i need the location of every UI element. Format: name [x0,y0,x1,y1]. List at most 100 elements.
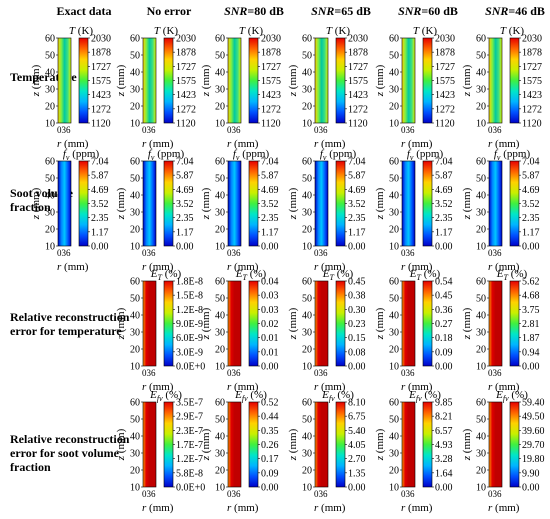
colorbar-tick-label: 0.00 [522,483,540,494]
z-tick-label: 10 [130,362,140,373]
colorbar-tick-label: 0.01 [261,347,279,358]
z-tick-label: 30 [130,85,140,96]
column-header: SNR=60 dB [398,4,458,18]
z-tick-label: 20 [215,225,225,236]
colorbar-tick-label: 1120 [261,119,281,130]
z-axis-label: z (mm) [115,64,127,97]
colorbar-tick-label: 0.45 [435,291,453,302]
z-tick-label: 20 [215,102,225,113]
colorbar-tick-label: 4.05 [348,440,366,451]
r-tick-labels: 036 [314,489,328,499]
colorbar-tick-label: 1.17 [435,227,453,238]
z-tick-label: 40 [215,68,225,79]
panel: ET (%) z (mm) r (mm) [461,268,528,393]
z-tick-label: 30 [130,208,140,219]
z-tick-label: 20 [45,102,55,113]
panel: fv (ppm) z (mm) r (mm) [374,148,443,273]
colorbar-tick-label: 3.52 [176,199,194,210]
z-tick-label: 50 [389,294,399,305]
r-tick-labels: 036 [227,125,241,135]
panel: fv (ppm) z (mm) r (mm) [200,148,269,273]
z-tick-label: 60 [389,34,399,45]
z-axis-label: z (mm) [200,64,212,97]
z-tick-label: 20 [476,466,486,477]
z-tick-label: 60 [302,34,312,45]
colorbar-tick-label: 7.04 [348,157,366,168]
colorbar-tick-label: 4.69 [261,185,279,196]
colorbar-tick-label: 2030 [176,34,196,45]
r-tick-labels: 036 [488,368,502,378]
z-tick-label: 10 [130,119,140,130]
z-tick-label: 40 [302,68,312,79]
field-map [57,160,72,247]
z-axis-label: z (mm) [461,64,473,97]
r-tick-labels: 036 [57,125,71,135]
colorbar-tick-label: 1.17 [91,227,109,238]
colorbar-tick-label: 1272 [522,104,542,115]
colorbar-tick-label: 1878 [522,48,542,59]
z-tick-label: 30 [45,208,55,219]
colorbar-tick-label: 9.90 [522,468,540,479]
z-tick-label: 30 [476,85,486,96]
panel: Efv (%) z (mm) r (mm) [374,389,441,514]
colorbar-tick-label: 1423 [522,90,542,101]
colorbar-tick-label: 1.7E-7 [176,440,203,451]
z-tick-label: 50 [215,294,225,305]
colorbar-tick-label: 1575 [261,76,281,87]
colorbar-tick-label: 0.00 [261,362,279,373]
z-tick-label: 20 [476,345,486,356]
colorbar [422,401,433,488]
colorbar-tick-label: 1878 [91,48,111,59]
colorbar-tick-label: 5.8E-8 [176,468,203,479]
z-tick-label: 60 [389,398,399,409]
z-tick-label: 20 [130,345,140,356]
z-tick-label: 60 [389,277,399,288]
colorbar-tick-label: 0.03 [261,305,279,316]
r-tick-labels: 036 [142,248,156,258]
r-tick-labels: 036 [314,248,328,258]
z-tick-label: 40 [476,191,486,202]
column-header: No error [147,4,192,18]
z-tick-label: 20 [476,102,486,113]
colorbar-title: T (K) [413,25,437,37]
z-tick-label: 60 [476,34,486,45]
colorbar-tick-label: 1423 [91,90,111,101]
column-header: SNR=65 dB [311,4,371,18]
colorbar-tick-label: 1878 [176,48,196,59]
colorbar-tick-label: 1272 [176,104,196,115]
colorbar-tick-label: 5.87 [435,171,453,182]
colorbar-tick-label: 7.04 [435,157,453,168]
z-axis-label: z (mm) [374,187,386,220]
colorbar-title: fv (ppm) [233,148,270,162]
z-axis-label: z (mm) [200,307,212,340]
z-tick-label: 30 [476,328,486,339]
colorbar-title: Efv (%) [495,389,528,403]
field-map [401,160,416,247]
colorbar-tick-label: 7.04 [91,157,109,168]
column-header: Exact data [57,4,112,18]
z-axis-label: z (mm) [115,187,127,220]
colorbar-tick-label: 1727 [91,62,111,73]
colorbar-tick-label: 0.00 [435,362,453,373]
colorbar-tick-label: 9.0E-9 [176,319,203,330]
colorbar-title: ET (%) [409,268,441,282]
colorbar-tick-label: 4.69 [348,185,366,196]
z-tick-label: 10 [476,362,486,373]
colorbar-tick-label: 0.36 [435,305,453,316]
colorbar-tick-label: 2.9E-7 [176,412,203,423]
colorbar-tick-label: 0.00 [91,242,109,253]
colorbar-tick-label: 1727 [435,62,455,73]
z-tick-label: 10 [130,242,140,253]
colorbar [163,37,174,124]
colorbar [509,401,520,488]
field-map [57,37,72,124]
colorbar-title: ET (%) [496,268,528,282]
colorbar-title: ET (%) [235,268,267,282]
z-tick-label: 20 [389,466,399,477]
colorbar [163,160,174,247]
colorbar [509,160,520,247]
field-map [142,401,157,488]
z-axis-label: z (mm) [374,307,386,340]
colorbar-tick-label: 0.08 [348,347,366,358]
z-tick-label: 60 [302,157,312,168]
